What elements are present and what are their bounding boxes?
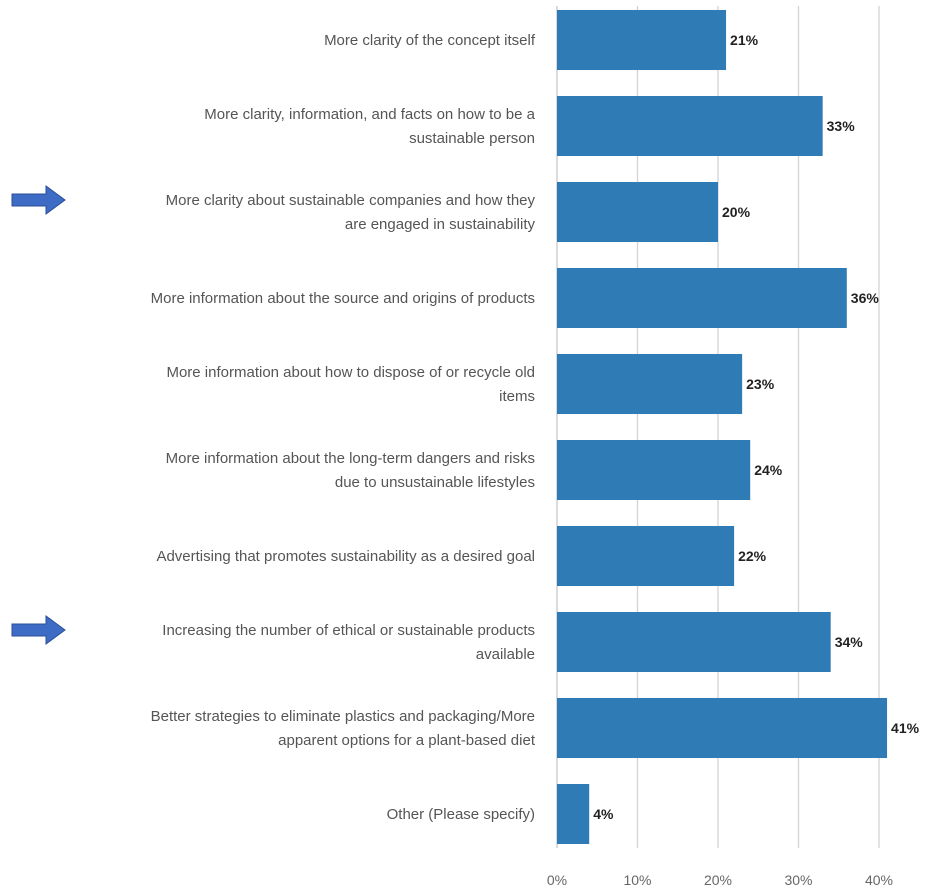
category-label: More information about the source and or… — [151, 290, 535, 307]
category-label: Other (Please specify) — [387, 806, 535, 823]
category-labels: More clarity of the concept itself More c… — [151, 32, 536, 823]
category-label: More information about the long-term dan… — [166, 450, 535, 467]
bar — [557, 96, 823, 156]
x-tick-label: 30% — [784, 872, 812, 888]
category-label: Better strategies to eliminate plastics … — [151, 708, 535, 725]
bar-value-label: 22% — [738, 548, 767, 564]
bar-value-label: 41% — [891, 720, 920, 736]
category-label: due to unsustainable lifestyles — [335, 474, 535, 491]
bar — [557, 612, 831, 672]
category-label: More clarity of the concept itself — [324, 32, 536, 49]
bar — [557, 784, 590, 844]
x-axis-tick-labels: 0% 10% 20% 30% 40% — [547, 872, 893, 888]
bar — [557, 526, 735, 586]
bar-value-label: 34% — [835, 634, 864, 650]
category-label: sustainable person — [409, 130, 535, 147]
highlight-arrows — [11, 185, 66, 645]
x-tick-label: 10% — [623, 872, 651, 888]
category-label: apparent options for a plant-based diet — [278, 732, 536, 749]
highlight-arrow-icon — [11, 185, 66, 215]
bar-value-label: 33% — [827, 118, 856, 134]
category-label: More information about how to dispose of… — [166, 364, 535, 381]
bar — [557, 698, 888, 758]
bar-value-label: 24% — [754, 462, 783, 478]
x-tick-label: 0% — [547, 872, 567, 888]
x-tick-label: 20% — [704, 872, 732, 888]
highlight-arrow-icon — [11, 615, 66, 645]
category-label: items — [499, 388, 535, 405]
bar-value-label: 21% — [730, 32, 759, 48]
bar-value-label: 36% — [851, 290, 880, 306]
bar — [557, 10, 727, 70]
category-label: More clarity, information, and facts on … — [204, 106, 535, 123]
bar — [557, 354, 743, 414]
bars — [557, 10, 888, 844]
category-label: Advertising that promotes sustainability… — [156, 548, 535, 565]
bar-value-label: 23% — [746, 376, 775, 392]
category-label: available — [476, 646, 535, 663]
category-label: are engaged in sustainability — [345, 216, 536, 233]
bar-value-label: 20% — [722, 204, 751, 220]
bar — [557, 182, 718, 242]
bar-value-label: 4% — [593, 806, 614, 822]
bar — [557, 440, 751, 500]
x-tick-label: 40% — [865, 872, 893, 888]
category-label: Increasing the number of ethical or sust… — [162, 622, 535, 639]
category-label: More clarity about sustainable companies… — [166, 192, 536, 209]
value-labels: 21% 33% 20% 36% 23% 24% 22% 34% 41% 4% — [593, 32, 919, 822]
bar — [557, 268, 847, 328]
